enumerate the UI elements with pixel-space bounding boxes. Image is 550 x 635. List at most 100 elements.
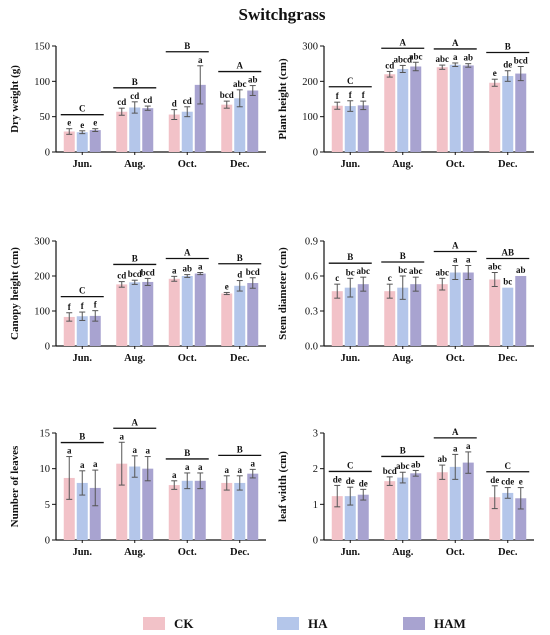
group-letter: A: [452, 427, 459, 437]
group-letter: B: [400, 251, 406, 261]
bar: [221, 104, 233, 152]
group-letter: AB: [501, 248, 514, 258]
significance-letter: e: [80, 120, 84, 130]
group-letter: B: [400, 445, 406, 455]
group-letter: B: [237, 253, 243, 263]
significance-letter: a: [466, 255, 471, 265]
bar: [357, 494, 369, 540]
category-label: Aug.: [124, 353, 146, 364]
significance-letter: abcd: [393, 54, 412, 64]
legend-swatch: [143, 617, 165, 630]
bar: [63, 316, 75, 346]
y-tick-label: 150: [34, 42, 50, 53]
significance-letter: cde: [501, 477, 514, 487]
group-letter: B: [505, 41, 511, 51]
bar: [515, 73, 527, 152]
significance-letter: a: [453, 52, 458, 62]
significance-letter: a: [146, 446, 151, 456]
y-tick-label: 0: [45, 148, 50, 159]
bar: [129, 282, 141, 346]
category-label: Dec.: [230, 547, 250, 558]
bar: [502, 76, 514, 152]
significance-letter: ab: [182, 264, 192, 274]
group-letter: A: [132, 417, 139, 427]
significance-letter: bcd: [514, 55, 528, 65]
significance-letter: f: [68, 302, 72, 312]
significance-letter: a: [198, 462, 203, 472]
significance-letter: a: [238, 465, 243, 475]
bar: [194, 84, 206, 152]
figure-title: Switchgrass: [239, 5, 326, 24]
group-letter: B: [132, 253, 138, 263]
bar: [89, 315, 101, 346]
bar: [142, 468, 154, 540]
y-tick-label: 3: [313, 429, 318, 440]
significance-letter: d: [237, 270, 242, 280]
bar: [344, 106, 356, 152]
significance-letter: e: [93, 118, 97, 128]
legend-label: HAM: [434, 616, 466, 631]
bar: [221, 293, 233, 346]
bar: [142, 281, 154, 346]
category-label: Oct.: [178, 547, 197, 558]
significance-letter: f: [336, 91, 340, 101]
category-label: Jun.: [72, 159, 92, 170]
group-letter: C: [79, 104, 86, 114]
category-label: Jun.: [340, 159, 360, 170]
bar: [247, 90, 259, 152]
bar: [142, 108, 154, 152]
significance-letter: a: [172, 265, 177, 275]
bar: [168, 114, 180, 152]
group-letter: A: [237, 61, 244, 71]
category-label: Aug.: [392, 159, 414, 170]
significance-letter: ab: [463, 53, 473, 63]
legend-label: CK: [174, 616, 194, 631]
bar: [502, 492, 514, 540]
significance-letter: a: [80, 460, 85, 470]
group-letter: B: [184, 448, 190, 458]
y-tick-label: 2: [313, 464, 318, 475]
significance-letter: a: [198, 262, 203, 272]
significance-letter: abc: [409, 266, 423, 276]
bar: [247, 283, 259, 346]
bar: [436, 67, 448, 152]
bar: [489, 497, 501, 540]
significance-letter: e: [67, 118, 71, 128]
y-tick-label: 200: [302, 77, 318, 88]
bar: [76, 316, 88, 346]
significance-letter: e: [519, 477, 523, 487]
y-tick-label: 0.9: [305, 237, 318, 248]
bar: [410, 66, 422, 152]
category-label: Jun.: [72, 353, 92, 364]
y-tick-label: 50: [40, 112, 51, 123]
bar: [502, 287, 514, 346]
y-tick-label: 0: [313, 536, 318, 547]
bar: [449, 466, 461, 540]
group-letter: C: [347, 76, 354, 86]
y-tick-label: 0: [313, 148, 318, 159]
significance-letter: de: [346, 476, 355, 486]
significance-letter: abc: [409, 51, 423, 61]
significance-letter: ab: [516, 265, 526, 275]
bar: [181, 111, 193, 152]
legend: CK HA HAM: [143, 616, 466, 631]
category-label: Aug.: [392, 353, 414, 364]
significance-letter: abc: [233, 79, 247, 89]
y-axis-title: Plant height (cm): [277, 58, 289, 140]
bar: [194, 273, 206, 346]
significance-letter: ab: [437, 454, 447, 464]
bar: [234, 482, 246, 540]
y-tick-label: 100: [34, 77, 50, 88]
bar: [116, 111, 128, 152]
group-letter: C: [347, 460, 354, 470]
category-label: Oct.: [446, 159, 465, 170]
bar: [234, 98, 246, 152]
bar: [331, 291, 343, 346]
group-letter: B: [79, 432, 85, 442]
